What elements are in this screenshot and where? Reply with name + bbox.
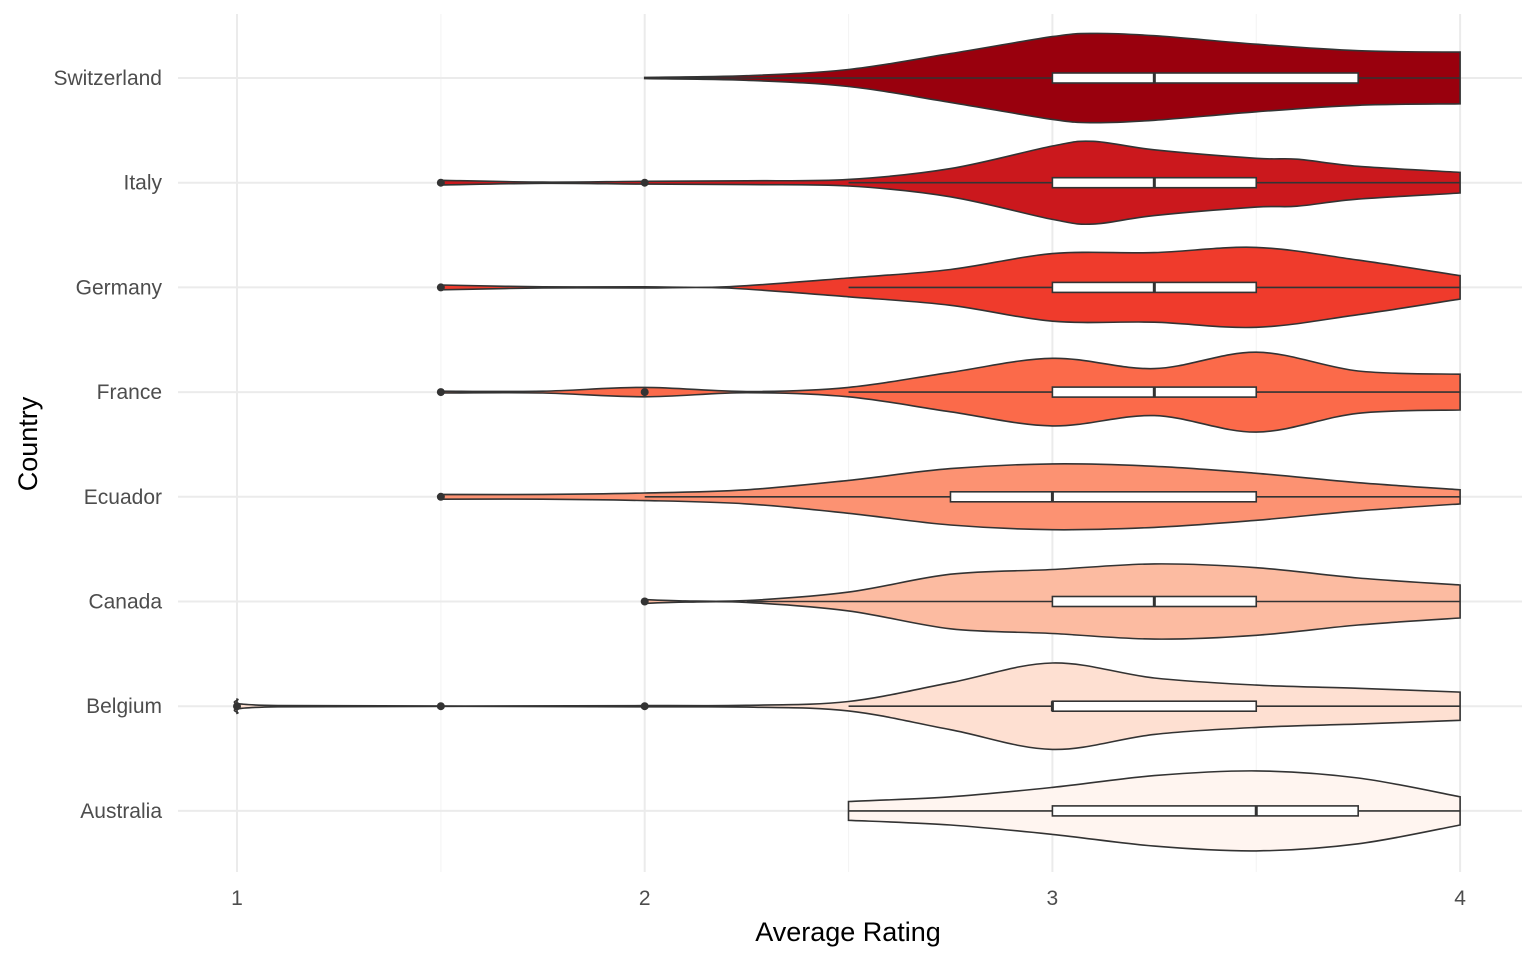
x-tick-label: 4	[1454, 887, 1466, 910]
outlier-point	[436, 702, 445, 711]
violin-group-france	[436, 351, 1461, 433]
y-tick-label: Italy	[123, 172, 162, 195]
outlier-point	[640, 702, 649, 711]
box	[949, 490, 1258, 503]
y-tick-label: Germany	[76, 276, 163, 299]
outlier-point	[436, 283, 445, 292]
violin-group-germany	[436, 246, 1461, 329]
outlier-point	[233, 702, 241, 711]
y-tick-label: Belgium	[86, 695, 162, 718]
box	[1051, 805, 1359, 817]
outlier-point	[640, 388, 649, 397]
outlier-point	[640, 597, 649, 606]
x-tick-label: 3	[1047, 887, 1059, 910]
y-tick-label: Canada	[88, 591, 162, 614]
violin-group-belgium	[233, 662, 1461, 751]
y-tick-label: Ecuador	[84, 486, 162, 509]
violin-layer	[233, 32, 1461, 852]
x-tick-labels: 1 2 3 4	[231, 887, 1466, 910]
x-axis-title: Average Rating	[755, 917, 941, 947]
x-tick-label: 2	[639, 887, 651, 910]
x-tick-label: 1	[231, 887, 243, 910]
outlier-point	[436, 178, 445, 187]
y-tick-label: Switzerland	[53, 67, 162, 90]
violin-group-australia	[847, 770, 1461, 852]
outlier-point	[436, 388, 445, 397]
violin-shape	[233, 662, 1461, 751]
y-tick-labels: Switzerland Italy Germany France Ecuador Cana…	[53, 67, 162, 823]
violin-group-switzerland	[643, 32, 1461, 124]
violin-group-canada	[640, 563, 1461, 640]
grid-lines	[178, 14, 1522, 872]
box	[1051, 700, 1258, 713]
y-tick-label: France	[97, 381, 162, 404]
box	[1051, 72, 1359, 84]
y-axis-title: Country	[13, 396, 43, 491]
violin-group-italy	[436, 140, 1461, 226]
violin-group-ecuador	[436, 463, 1461, 531]
y-tick-label: Australia	[80, 800, 162, 823]
outlier-point	[436, 492, 445, 501]
outlier-point	[640, 178, 649, 187]
